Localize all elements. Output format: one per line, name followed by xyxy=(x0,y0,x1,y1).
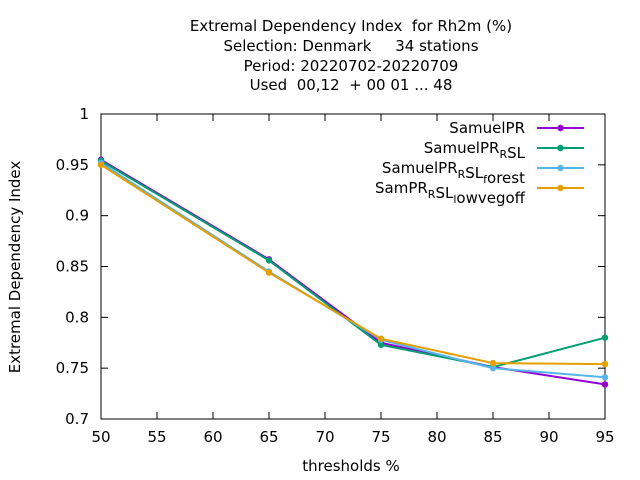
x-axis-label: thresholds % xyxy=(302,457,399,475)
x-tick-label: 75 xyxy=(371,428,390,446)
x-tick-label: 50 xyxy=(91,428,110,446)
legend-label: SamPRRSLlowvegoff xyxy=(375,179,526,207)
legend-swatch-marker xyxy=(557,144,564,152)
y-tick-label: 0.7 xyxy=(65,410,89,428)
y-axis-label: Extremal Dependency Index xyxy=(6,161,24,374)
x-tick-label: 95 xyxy=(595,428,614,446)
y-tick-label: 0.8 xyxy=(65,308,89,326)
x-tick-label: 85 xyxy=(483,428,502,446)
legend-label: SamuelPR xyxy=(449,119,525,137)
legend-label: SamuelPRRSL xyxy=(424,139,526,162)
series-line-1 xyxy=(100,158,606,386)
y-tick-label: 0.9 xyxy=(65,207,89,225)
legend: SamuelPR SamuelPRRSLSamuelPRRSLforestSamP… xyxy=(375,119,584,207)
data-point xyxy=(377,341,385,348)
data-point xyxy=(601,381,609,388)
series-line-2 xyxy=(100,159,606,369)
x-tick-label: 65 xyxy=(259,428,278,446)
data-point xyxy=(97,161,105,169)
legend-swatch-marker xyxy=(557,184,564,192)
y-tick-label: 0.75 xyxy=(56,359,89,377)
data-point xyxy=(601,334,609,341)
legend-swatch-marker xyxy=(557,124,564,132)
title-line-3: Period: 20220702-20220709 xyxy=(243,57,459,75)
series-line-3 xyxy=(100,161,606,379)
series-line-4 xyxy=(100,163,606,366)
x-tick-label: 70 xyxy=(315,428,334,446)
legend-label: SamuelPRRSLforest xyxy=(382,159,525,187)
axes: 50 55 60 65 70 75 80 85 90 95 0.7 0.75 0.8 0.85 0.9 0.9… xyxy=(56,105,615,446)
series-lines xyxy=(97,156,609,388)
x-tick-label: 90 xyxy=(539,428,558,446)
data-point xyxy=(489,364,497,372)
x-tick-label: 80 xyxy=(427,428,446,446)
x-tick-label: 60 xyxy=(203,428,222,446)
x-tick-label: 55 xyxy=(147,428,166,446)
data-point xyxy=(377,335,385,342)
data-point xyxy=(601,360,609,368)
data-point xyxy=(265,269,273,276)
title-line-1: Extremal Dependency Index for Rh2m (%) xyxy=(189,17,513,35)
legend-swatch-marker xyxy=(557,164,564,172)
y-tick-label: 0.95 xyxy=(56,156,89,174)
title-line-4: Used 00,12 + 00 01 ... 48 xyxy=(249,76,453,94)
data-point xyxy=(601,374,609,381)
y-tick-label: 0.85 xyxy=(56,258,89,276)
data-point xyxy=(489,359,497,367)
y-tick-label: 1 xyxy=(79,105,89,123)
title-line-2: Selection: Denmark 34 stations xyxy=(223,37,479,55)
data-point xyxy=(265,257,273,264)
